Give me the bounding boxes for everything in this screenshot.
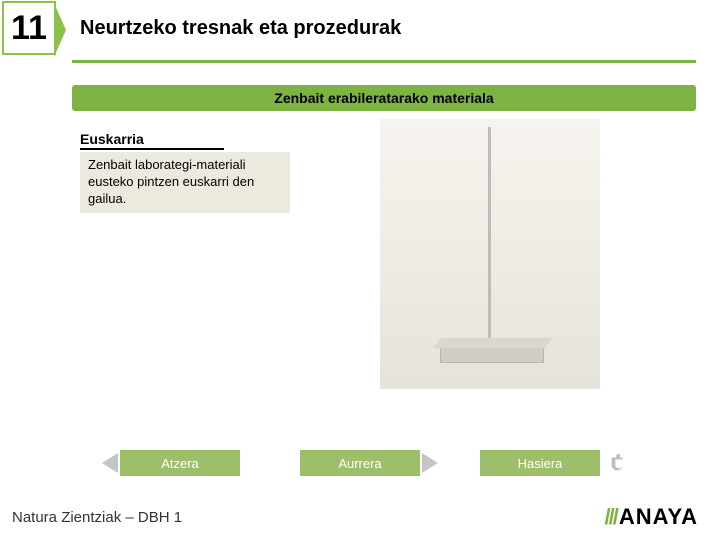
forward-label: Aurrera [338, 456, 381, 471]
divider [72, 60, 696, 63]
home-label: Hasiera [518, 456, 563, 471]
back-label: Atzera [161, 456, 199, 471]
header: 11 Neurtzeko tresnak eta prozedurak [0, 0, 720, 56]
content-area: Euskarria Zenbait laborategi-materiali e… [80, 131, 696, 401]
nav-row: Atzera Aurrera Hasiera [0, 450, 720, 476]
arrow-right-icon [422, 453, 438, 473]
section-band: Zenbait erabileratarako materiala [72, 85, 696, 111]
stand-base [440, 347, 544, 363]
footer-text: Natura Zientziak – DBH 1 [12, 509, 182, 526]
back-button[interactable]: Atzera [120, 450, 240, 476]
page-title: Neurtzeko tresnak eta prozedurak [80, 17, 401, 40]
unit-number-badge: 11 [2, 1, 56, 55]
home-button[interactable]: Hasiera [480, 450, 600, 476]
home-icon [608, 452, 630, 474]
brand-slashes-icon: /// [604, 504, 616, 529]
term-description: Zenbait laborategi-materiali eusteko pin… [80, 152, 290, 213]
brand-name: ANAYA [619, 504, 698, 529]
brand-logo: ///ANAYA [604, 504, 698, 530]
term-heading: Euskarria [80, 131, 224, 150]
item-photo [380, 119, 600, 389]
forward-button[interactable]: Aurrera [300, 450, 420, 476]
unit-number: 11 [11, 9, 47, 48]
stand-rod [488, 127, 491, 352]
arrow-left-icon [102, 453, 118, 473]
